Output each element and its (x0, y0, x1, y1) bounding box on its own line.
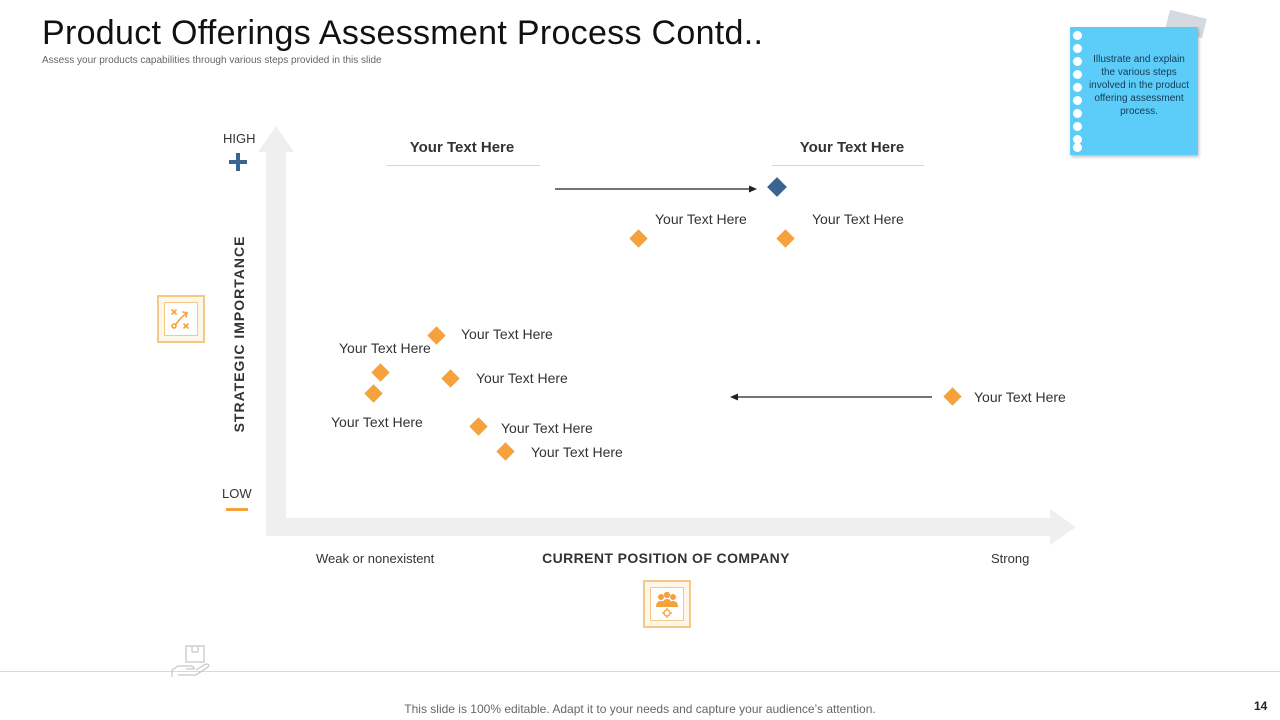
team-icon (650, 587, 684, 621)
arrow-left (730, 393, 932, 401)
x-high-label: Strong (991, 551, 1030, 566)
point-label: Your Text Here (461, 326, 553, 342)
point-7 (943, 387, 962, 406)
note-hole (1073, 70, 1082, 79)
strategy-icon (164, 302, 198, 336)
footer-text: This slide is 100% editable. Adapt it to… (404, 702, 876, 716)
y-axis-title: STRATEGIC IMPORTANCE (231, 235, 247, 433)
minus-icon (226, 508, 248, 511)
x-low-label: Weak or nonexistent (316, 551, 435, 566)
point-4 (371, 363, 390, 382)
point-6 (364, 384, 383, 403)
point-label: Your Text Here (655, 211, 747, 227)
point-2 (776, 229, 795, 248)
point-label: Your Text Here (501, 420, 593, 436)
column-header: Your Text Here (409, 139, 515, 156)
note-hole (1073, 31, 1082, 40)
plus-icon (229, 153, 247, 171)
point-9 (496, 442, 515, 461)
arrow-right (555, 185, 757, 193)
strategy-icon-box (157, 295, 205, 343)
header-underline (387, 165, 540, 166)
point-label: Your Text Here (531, 444, 623, 460)
x-axis-arrow (266, 509, 1076, 545)
note-hole (1073, 83, 1082, 92)
note-text: Illustrate and explain the various steps… (1088, 54, 1190, 117)
point-label: Your Text Here (812, 211, 904, 227)
sticky-note: Illustrate and explain the various steps… (1070, 27, 1198, 155)
point-label: Your Text Here (339, 340, 431, 356)
point-label: Your Text Here (331, 414, 423, 430)
point-8 (469, 417, 488, 436)
column-header: Your Text Here (799, 139, 905, 156)
note-hole (1073, 143, 1082, 152)
note-hole (1073, 109, 1082, 118)
point-label: Your Text Here (476, 370, 568, 386)
note-hole (1073, 135, 1082, 144)
y-high-label: HIGH (223, 131, 256, 146)
note-hole (1073, 44, 1082, 53)
page-number: 14 (1254, 699, 1268, 713)
footer-divider (0, 671, 1280, 672)
hand-box-icon (171, 645, 210, 677)
point-label: Your Text Here (974, 389, 1066, 405)
note-hole (1073, 57, 1082, 66)
header-underline (772, 165, 924, 166)
point-blue (767, 177, 787, 197)
slide-title: Product Offerings Assessment Process Con… (42, 14, 764, 52)
y-axis-arrow (258, 126, 294, 536)
y-low-label: LOW (222, 486, 252, 501)
note-hole (1073, 122, 1082, 131)
note-hole (1073, 96, 1082, 105)
point-5 (441, 369, 460, 388)
x-axis-title: CURRENT POSITION OF COMPANY (542, 550, 790, 566)
slide-subtitle: Assess your products capabilities throug… (42, 55, 382, 66)
point-3 (427, 326, 446, 345)
team-icon-box (643, 580, 691, 628)
point-1 (629, 229, 648, 248)
